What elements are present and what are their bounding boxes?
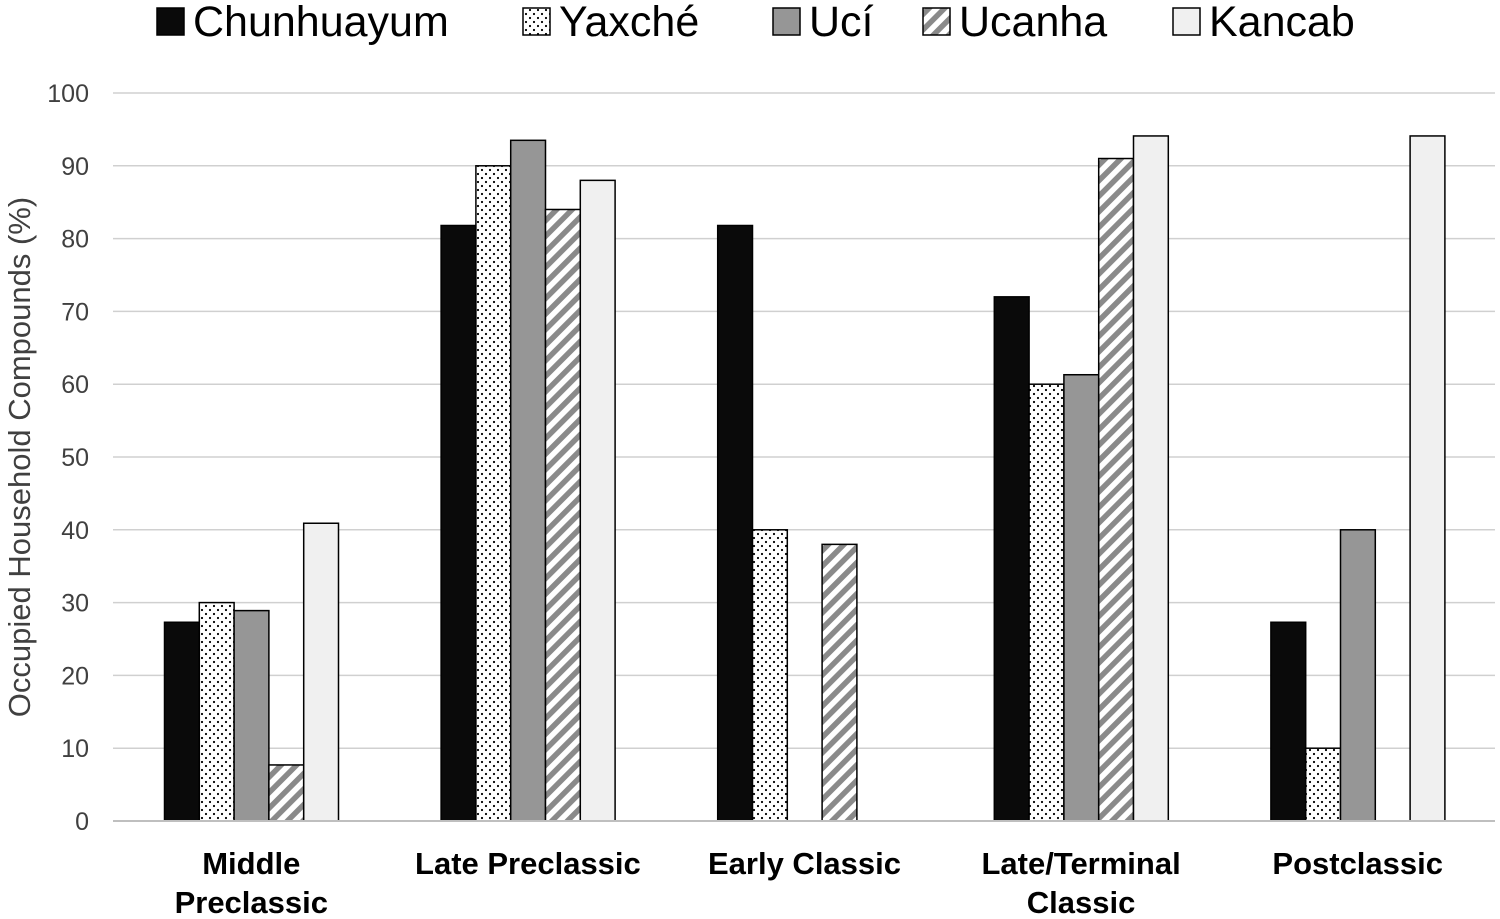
y-tick-label: 90 [61, 153, 89, 181]
bar-chunhuayum-1 [440, 224, 477, 822]
y-axis-ticks: 0 10 20 30 40 50 60 70 80 90 100 [47, 80, 89, 836]
y-axis-label: Occupied Household Compounds (%) [2, 197, 37, 717]
gridlines [113, 92, 1495, 749]
y-tick-label: 0 [75, 808, 89, 836]
bar-yaxch-1 [475, 165, 512, 822]
y-tick-label: 70 [61, 298, 89, 326]
y-tick-label: 40 [61, 517, 89, 545]
y-tick-label: 100 [47, 80, 89, 108]
y-tick-label: 80 [61, 226, 89, 254]
bar-kancab-3 [1132, 135, 1170, 822]
category-label: Early Classic [708, 846, 901, 881]
legend-swatch [772, 7, 801, 36]
bars [163, 135, 1446, 822]
category-labels: Middle Preclassic Late Preclassic Early Cla… [175, 846, 1443, 919]
bar-yaxch-2 [751, 529, 789, 822]
category-label: Classic [1027, 885, 1136, 919]
bar-ucanha-3 [1097, 157, 1135, 822]
category-label: Late/Terminal [981, 846, 1180, 881]
legend-item: Kancab [1172, 0, 1355, 46]
bar-uc-3 [1063, 373, 1100, 822]
y-tick-label: 30 [61, 590, 89, 618]
legend: Chunhuayum Yaxché Ucí Ucanha Kancab [156, 0, 1355, 46]
legend-swatch [922, 7, 951, 36]
bar-kancab-0 [302, 522, 340, 822]
legend-swatch [522, 7, 551, 36]
legend-item: Chunhuayum [156, 0, 449, 46]
category-label: Middle [202, 846, 300, 881]
category-label: Postclassic [1272, 846, 1443, 881]
legend-swatch [156, 7, 185, 36]
legend-label: Chunhuayum [193, 0, 449, 46]
y-tick-label: 50 [61, 444, 89, 472]
bar-kancab-1 [579, 179, 616, 822]
legend-label: Yaxché [559, 0, 699, 46]
category-label: Late Preclassic [415, 846, 641, 881]
category-label: Preclassic [175, 885, 328, 919]
bar-ucanha-2 [821, 543, 858, 822]
bar-chunhuayum-2 [716, 224, 754, 822]
bar-kancab-4 [1409, 135, 1446, 822]
bar-uc-1 [509, 139, 547, 822]
legend-item: Ucanha [922, 0, 1107, 46]
bar-chunhuayum-3 [993, 296, 1030, 822]
legend-label: Ucanha [959, 0, 1107, 46]
legend-item: Ucí [772, 0, 874, 46]
bar-chunhuayum-0 [163, 621, 201, 822]
legend-item: Yaxché [522, 0, 699, 46]
bar-uc-4 [1339, 529, 1377, 822]
legend-label: Kancab [1209, 0, 1355, 46]
y-tick-label: 60 [61, 371, 89, 399]
bar-ucanha-1 [544, 208, 582, 822]
legend-label: Ucí [809, 0, 874, 46]
bar-ucanha-0 [268, 764, 305, 822]
bar-chunhuayum-4 [1270, 621, 1307, 822]
y-tick-label: 10 [61, 735, 89, 763]
bar-uc-0 [233, 609, 270, 822]
bar-yaxch-0 [198, 601, 235, 822]
y-tick-label: 20 [61, 662, 89, 690]
bar-yaxch-3 [1028, 383, 1065, 822]
bar-yaxch-4 [1304, 747, 1342, 822]
legend-swatch [1172, 7, 1201, 36]
